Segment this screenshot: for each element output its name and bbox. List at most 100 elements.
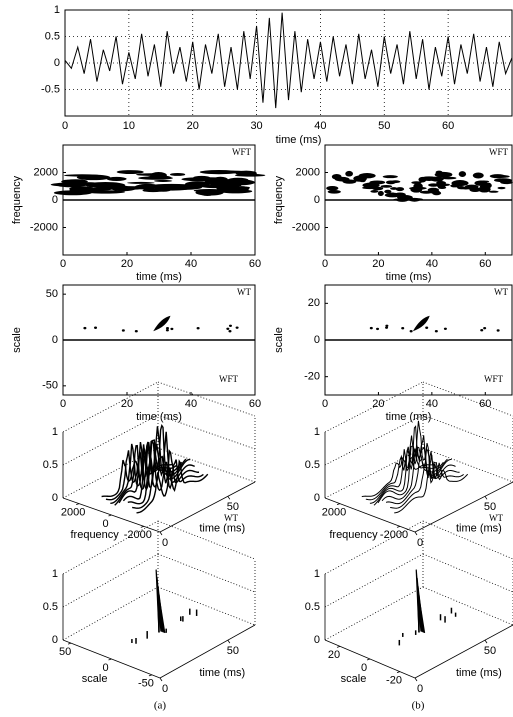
- grid-line: [62, 381, 159, 433]
- y-tick-label: 50: [484, 645, 496, 657]
- grid-line: [157, 553, 256, 593]
- grid-line: [157, 381, 256, 417]
- surface-trace: [369, 435, 444, 504]
- spectral-blob: [435, 170, 443, 175]
- spectral-blob: [169, 172, 186, 176]
- y-axis-label: scale: [11, 327, 23, 353]
- surface-trace: [385, 447, 460, 505]
- x-tick-label: -20: [386, 675, 402, 687]
- spectral-blob: [152, 183, 191, 187]
- axes-frame: [64, 9, 513, 117]
- panel-label: WFT: [232, 147, 252, 157]
- spectral-blob: [58, 184, 82, 188]
- tick-mark: [227, 639, 231, 644]
- scale-blob: [165, 326, 169, 330]
- x-axis-label: time (ms): [136, 271, 182, 283]
- x-tick-label: 0: [102, 518, 108, 530]
- x-tick-label: -50: [138, 678, 154, 690]
- spectral-blob: [450, 184, 460, 188]
- spike-trace: [158, 602, 166, 634]
- signal-line: [64, 12, 513, 109]
- x-axis-label: frequency: [70, 529, 119, 541]
- panel-label: WT: [494, 287, 508, 297]
- scale-blob: [480, 329, 484, 332]
- z-tick-label: 0.5: [305, 601, 320, 613]
- tick-mark: [414, 531, 418, 536]
- y-axis-label: frequency: [273, 175, 285, 224]
- spectral-blob: [488, 190, 499, 193]
- spectral-blob: [437, 186, 447, 189]
- scale-blob: [134, 329, 138, 333]
- y-tick-label: 0: [417, 537, 423, 549]
- tick-mark: [336, 503, 341, 506]
- x-tick-label: 2000: [322, 507, 346, 519]
- x-tick-label: 10: [123, 120, 135, 132]
- y-tick-label: -50: [42, 380, 58, 392]
- x-tick-label: 40: [426, 398, 438, 410]
- spectral-blob: [106, 176, 127, 181]
- panel-label: WFT: [484, 374, 504, 384]
- spectral-blob: [384, 192, 401, 198]
- tick-mark: [67, 642, 72, 645]
- tick-mark: [108, 514, 112, 517]
- spectral-blob: [440, 176, 457, 180]
- scale-blob: [228, 330, 232, 333]
- tick-mark: [227, 496, 231, 500]
- scale-blob: [443, 327, 447, 330]
- x-tick-label: 0: [102, 662, 108, 674]
- x-tick-label: 20: [372, 398, 384, 410]
- spectral-blob: [500, 180, 513, 185]
- x-tick-label: 0: [62, 120, 68, 132]
- tick-mark: [140, 525, 144, 528]
- spectral-blob: [358, 173, 376, 179]
- grid-line: [324, 447, 424, 499]
- x-axis-label: scale: [341, 673, 367, 685]
- y-tick-label: 0: [162, 537, 168, 549]
- spectral-blob: [219, 170, 248, 174]
- surface-trace: [132, 459, 204, 509]
- spectral-blob: [327, 189, 341, 194]
- scale-blob: [153, 315, 171, 332]
- panel-label: WT: [237, 287, 251, 297]
- y-tick-label: 0: [417, 683, 423, 695]
- surface-trace: [127, 449, 200, 505]
- spectral-blob: [385, 180, 396, 185]
- spectral-blob: [458, 171, 467, 177]
- spectral-blob: [362, 182, 380, 189]
- grid-line: [62, 553, 159, 608]
- spectral-blob: [359, 179, 366, 183]
- y-axis: [159, 624, 256, 679]
- scale-blob: [412, 315, 430, 332]
- z-tick-label: 0.5: [305, 459, 320, 471]
- y-tick-label: 0: [52, 334, 58, 346]
- x-tick-label: 60: [442, 120, 454, 132]
- x-axis-label: scale: [82, 673, 108, 685]
- y-tick-label: 0: [54, 57, 60, 69]
- grid-line: [422, 586, 513, 626]
- y-tick-label: 50: [46, 288, 58, 300]
- z-tick-label: 0: [52, 634, 58, 646]
- x-axis-label: time (ms): [386, 411, 432, 423]
- x-tick-label: 0: [361, 662, 367, 674]
- tick-mark: [366, 658, 371, 661]
- y-tick-label: 2000: [34, 166, 58, 178]
- panel-label: WFT: [219, 374, 239, 384]
- tick-mark: [159, 677, 163, 682]
- caption: (b): [412, 700, 425, 712]
- grid-line: [324, 381, 424, 433]
- spectral-blob: [136, 173, 167, 176]
- spectral-blob: [411, 181, 422, 185]
- x-tick-label: 20: [121, 258, 133, 270]
- spectral-blob: [233, 186, 251, 189]
- y-axis-label: time (ms): [456, 667, 502, 679]
- scale-blob: [228, 324, 232, 327]
- y-tick-label: 0.5: [45, 30, 60, 42]
- y-tick-label: 0: [52, 194, 58, 206]
- scale-blob: [170, 327, 174, 331]
- x-tick-label: 20: [187, 120, 199, 132]
- y-axis: [414, 481, 513, 533]
- x-axis-label: time (ms): [136, 411, 182, 423]
- tick-mark: [148, 674, 153, 677]
- tick-mark: [414, 677, 418, 682]
- spectral-blob: [185, 181, 211, 187]
